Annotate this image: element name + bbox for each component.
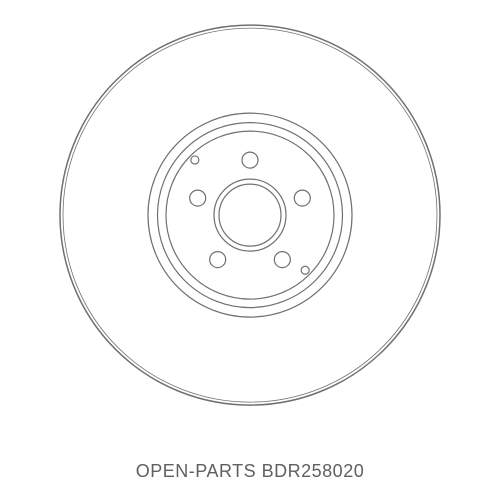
disc-svg	[50, 15, 450, 415]
part-number-label: BDR258020	[262, 461, 365, 481]
brand-label: OPEN-PARTS	[136, 461, 256, 481]
brake-disc-diagram	[50, 15, 450, 420]
caption: OPEN-PARTS BDR258020	[0, 461, 500, 482]
